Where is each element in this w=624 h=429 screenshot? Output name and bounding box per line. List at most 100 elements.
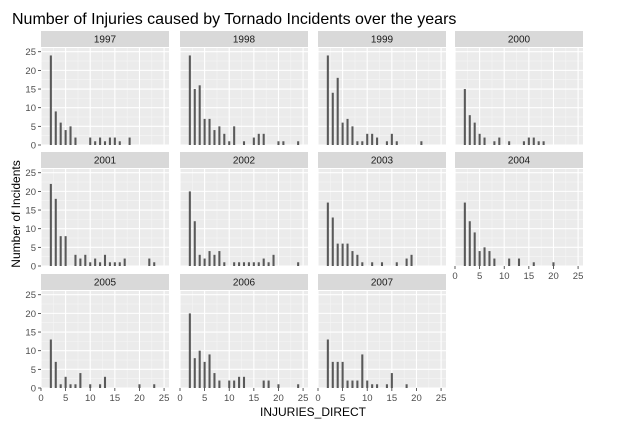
histogram-bar bbox=[532, 137, 535, 145]
histogram-bar bbox=[153, 384, 156, 388]
histogram-bar bbox=[385, 141, 388, 145]
histogram-bar bbox=[493, 258, 496, 266]
histogram-bar bbox=[405, 258, 408, 266]
facet-strip-label: 1997 bbox=[94, 35, 117, 46]
histogram-bar bbox=[356, 141, 359, 145]
x-tick-label: 20 bbox=[273, 393, 284, 404]
histogram-bar bbox=[99, 384, 102, 388]
histogram-bar bbox=[390, 133, 393, 145]
histogram-bar bbox=[297, 384, 300, 388]
histogram-bar bbox=[326, 55, 329, 145]
histogram-bar bbox=[188, 191, 191, 266]
facet-strip bbox=[41, 31, 169, 47]
histogram-bar bbox=[233, 380, 236, 388]
histogram-bar bbox=[54, 198, 57, 266]
histogram-bar bbox=[376, 137, 379, 145]
x-tick-label: 5 bbox=[340, 393, 345, 404]
histogram-bar bbox=[64, 236, 67, 266]
histogram-bar bbox=[537, 141, 540, 145]
x-tick-label: 25 bbox=[298, 393, 309, 404]
histogram-bar bbox=[326, 339, 329, 388]
facet-strip bbox=[180, 31, 308, 47]
histogram-bar bbox=[478, 133, 481, 145]
facet-strip-label: 2001 bbox=[94, 156, 117, 167]
histogram-bar bbox=[351, 251, 354, 266]
facet-strip bbox=[41, 274, 169, 290]
histogram-bar bbox=[493, 141, 496, 145]
histogram-bar bbox=[361, 354, 364, 388]
histogram-bar bbox=[94, 141, 97, 145]
panel-background bbox=[455, 48, 583, 145]
y-tick-label: 5 bbox=[31, 365, 36, 376]
histogram-bar bbox=[346, 118, 349, 145]
histogram-bar bbox=[64, 376, 67, 388]
histogram-bar bbox=[395, 141, 398, 145]
y-tick-label: 10 bbox=[25, 346, 36, 357]
histogram-bar bbox=[371, 133, 374, 145]
facet-strip-label: 1999 bbox=[371, 35, 394, 46]
y-tick-label: 0 bbox=[31, 384, 36, 395]
histogram-bar bbox=[262, 380, 265, 388]
y-tick-label: 25 bbox=[25, 47, 36, 58]
y-tick-label: 15 bbox=[25, 206, 36, 217]
histogram-bar bbox=[517, 258, 521, 266]
facet-strip bbox=[41, 152, 169, 168]
facet-panel-1999: 1999 bbox=[317, 31, 446, 146]
histogram-bar bbox=[277, 384, 280, 388]
histogram-bar bbox=[193, 358, 196, 388]
histogram-bar bbox=[331, 217, 334, 266]
panel-background bbox=[318, 169, 446, 266]
histogram-bar bbox=[483, 247, 486, 266]
panel-background bbox=[318, 291, 446, 388]
facet-strip-label: 2005 bbox=[94, 278, 117, 289]
histogram-bar bbox=[64, 130, 67, 145]
histogram-bar bbox=[420, 141, 423, 145]
histogram-bar bbox=[331, 92, 334, 145]
panel-background bbox=[180, 169, 308, 266]
panel-background bbox=[318, 48, 446, 145]
histogram-bar bbox=[380, 262, 384, 266]
histogram-bar bbox=[346, 243, 349, 266]
histogram-bar bbox=[238, 262, 241, 266]
x-tick-label: 15 bbox=[110, 393, 121, 404]
histogram-bar bbox=[282, 141, 285, 145]
panel-background bbox=[180, 48, 308, 145]
histogram-bar bbox=[203, 118, 206, 145]
histogram-bar bbox=[326, 202, 329, 266]
histogram-bar bbox=[89, 137, 92, 145]
histogram-bar bbox=[361, 262, 364, 266]
histogram-bar bbox=[138, 384, 141, 388]
histogram-bar bbox=[79, 258, 82, 266]
facet-strip bbox=[455, 31, 583, 47]
histogram-bar bbox=[351, 126, 354, 145]
histogram-bar bbox=[113, 262, 116, 266]
histogram-bar bbox=[405, 384, 408, 388]
facet-strip bbox=[318, 274, 446, 290]
histogram-bar bbox=[84, 254, 87, 266]
histogram-bar bbox=[341, 361, 344, 388]
histogram-bar bbox=[89, 262, 92, 266]
histogram-bar bbox=[203, 361, 206, 388]
x-tick-label: 5 bbox=[63, 393, 68, 404]
histogram-bar bbox=[218, 380, 221, 388]
histogram-bar bbox=[542, 141, 545, 145]
histogram-bar bbox=[218, 251, 221, 266]
histogram-bar bbox=[371, 384, 374, 388]
facet-strip bbox=[455, 152, 583, 168]
histogram-bar bbox=[331, 361, 334, 388]
histogram-bar bbox=[346, 380, 349, 388]
histogram-bar bbox=[366, 133, 369, 145]
facet-strip bbox=[180, 274, 308, 290]
histogram-bar bbox=[208, 118, 211, 145]
x-tick-label: 15 bbox=[524, 271, 535, 282]
histogram-bar bbox=[59, 122, 62, 145]
y-tick-label: 15 bbox=[25, 85, 36, 96]
x-tick-label: 10 bbox=[224, 393, 235, 404]
histogram-bar bbox=[351, 380, 354, 388]
facet-panel-2004: 2004 0 5 10 15 20 25 bbox=[452, 152, 583, 282]
x-tick-label: 15 bbox=[387, 393, 398, 404]
histogram-bar bbox=[54, 361, 57, 388]
histogram-bar bbox=[74, 384, 77, 388]
histogram-bar bbox=[272, 254, 275, 266]
